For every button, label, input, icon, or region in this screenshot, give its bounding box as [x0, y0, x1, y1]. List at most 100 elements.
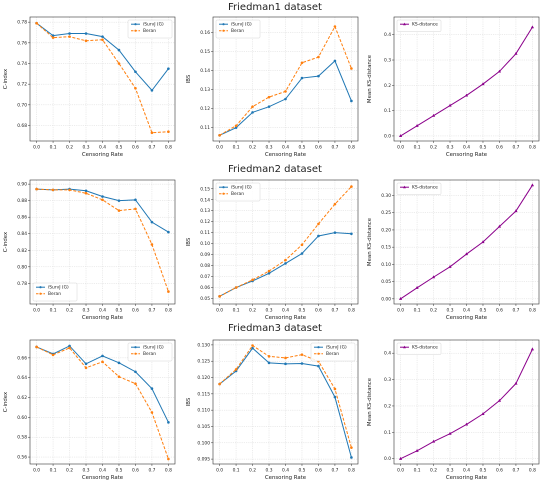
data-point: [267, 95, 271, 99]
legend-label: iSurvJ (G): [231, 22, 252, 28]
data-point: [134, 370, 137, 374]
data-point: [134, 382, 137, 385]
data-point: [234, 124, 238, 128]
y-tick-label: 0.125: [197, 359, 210, 365]
chart-6: 0.0 0.1 0.2 0.3 0.4 0.5 0.6 0.7 0.8 0.56 0.58 0.60 0…: [3, 339, 176, 480]
legend-box: [396, 342, 442, 355]
y-tick-label: 0.15: [200, 186, 210, 192]
data-point: [84, 189, 88, 193]
legend-marker: [403, 185, 406, 189]
x-tick-label: 0.7: [512, 308, 519, 314]
data-point: [350, 99, 353, 103]
data-point: [481, 240, 485, 244]
x-tick-label: 0.6: [496, 308, 503, 314]
data-point: [84, 32, 88, 35]
x-tick-label: 0.7: [331, 308, 338, 314]
data-point: [481, 412, 485, 415]
data-point: [134, 198, 137, 202]
data-point: [251, 105, 254, 108]
data-point: [101, 198, 104, 202]
legend-label: Beran: [48, 291, 61, 297]
x-tick-label: 0.2: [430, 145, 437, 151]
chart-8: 0.0 0.1 0.2 0.3 0.4 0.5 0.6 0.7 0.8 0.0 0.1 0.2 0.3 0…: [367, 339, 540, 480]
x-tick-label: 0.4: [282, 468, 289, 474]
y-tick-label: 0.3: [384, 377, 391, 383]
data-point: [267, 361, 271, 365]
data-point: [333, 231, 337, 234]
data-point: [464, 252, 469, 256]
data-point: [84, 39, 88, 43]
legend-label: KS-distance: [412, 185, 438, 191]
legend-marker: [222, 29, 225, 32]
data-point: [117, 199, 121, 202]
y-tick-label: 0.130: [197, 342, 210, 348]
chart-4: 0.0 0.1 0.2 0.3 0.4 0.5 0.6 0.7 0.8 0.05 0.06 0.07 0…: [186, 179, 359, 321]
y-tick-label: 0.78: [17, 281, 27, 287]
data-point: [497, 398, 502, 402]
data-point: [514, 381, 518, 385]
data-point: [167, 230, 170, 234]
x-axis-label: Censoring Rate: [446, 152, 488, 158]
data-point: [101, 360, 104, 364]
y-tick-label: 0.72: [17, 82, 27, 88]
x-tick-label: 0.5: [115, 468, 122, 474]
y-tick-label: 0.14: [200, 68, 210, 74]
data-point: [51, 34, 55, 37]
y-tick-label: 0.05: [381, 279, 391, 285]
legend-label: Beran: [231, 28, 244, 34]
x-tick-label: 0.7: [512, 468, 519, 474]
data-point: [68, 32, 71, 35]
legend-marker: [134, 23, 137, 26]
data-point: [134, 87, 137, 90]
x-tick-label: 0.2: [66, 308, 73, 314]
legend-label: Beran: [231, 191, 244, 197]
y-tick-label: 0.120: [197, 375, 210, 381]
legend-box: [396, 19, 442, 32]
data-point: [350, 456, 353, 459]
data-point: [150, 411, 154, 414]
x-tick-label: 0.3: [266, 468, 273, 474]
data-point: [68, 344, 71, 348]
series-line-1: [36, 188, 169, 292]
x-tick-label: 0.1: [414, 468, 421, 474]
y-tick-label: 0.3: [384, 58, 391, 64]
y-tick-label: 0.20: [381, 227, 391, 233]
data-point: [333, 25, 337, 28]
legend: iSurvJ (G)Beran: [127, 342, 173, 362]
y-tick-label: 0.82: [17, 248, 27, 254]
legend-label: Beran: [143, 351, 156, 357]
data-point: [150, 220, 154, 224]
legend-marker: [134, 29, 137, 32]
y-axis-label: IBS: [186, 397, 192, 406]
data-point: [251, 111, 254, 114]
y-tick-label: 0.64: [17, 375, 27, 381]
data-point: [251, 346, 254, 350]
data-point: [317, 234, 320, 238]
y-tick-label: 0.88: [17, 198, 27, 204]
y-tick-label: 0.74: [17, 61, 27, 67]
x-tick-label: 0.1: [50, 468, 57, 474]
legend-marker: [39, 286, 42, 289]
x-tick-label: 0.5: [115, 145, 122, 151]
data-point: [167, 457, 170, 461]
row-title-1: Friedman1 dataset: [228, 2, 322, 13]
x-tick-label: 0.0: [397, 145, 404, 151]
y-tick-label: 0.105: [197, 424, 210, 430]
x-tick-label: 0.1: [50, 308, 57, 314]
x-tick-label: 0.0: [33, 308, 40, 314]
y-axis-label: IBS: [186, 74, 192, 83]
y-tick-label: 0.56: [17, 455, 27, 461]
x-tick-label: 0.8: [165, 145, 172, 151]
data-point: [117, 48, 121, 52]
chart-3: 0.0 0.1 0.2 0.3 0.4 0.5 0.6 0.7 0.8 0.78 0.80 0.82 0…: [3, 179, 176, 321]
x-tick-label: 0.4: [282, 145, 289, 151]
chart-0: 0.0 0.1 0.2 0.3 0.4 0.5 0.6 0.7 0.8 0.68 0.70 0.72 0…: [3, 16, 176, 158]
x-axis-label: Censoring Rate: [265, 475, 307, 480]
data-point: [84, 366, 88, 370]
data-point: [150, 131, 154, 135]
data-point: [350, 232, 353, 236]
y-tick-label: 0.06: [200, 285, 210, 291]
x-tick-label: 0.6: [496, 145, 503, 151]
x-tick-label: 0.6: [132, 145, 139, 151]
data-point: [218, 295, 221, 298]
